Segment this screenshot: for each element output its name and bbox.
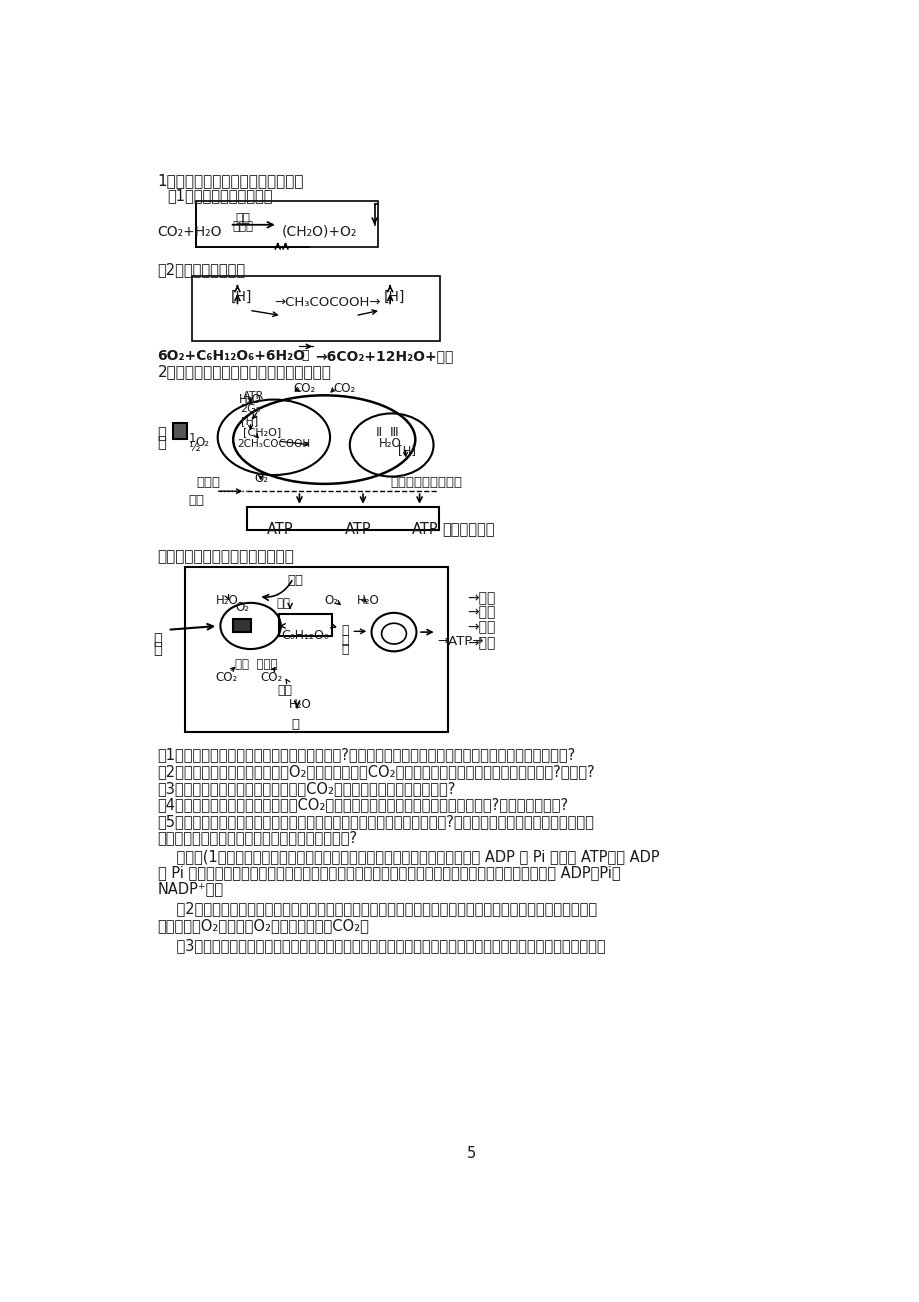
Text: 【例】(1）在叶绿体结构中，在类囊体薄膜上，光能转换成活跃的化学能可将 ADP 和 Pi 转化成 ATP，而 ADP: 【例】(1）在叶绿体结构中，在类囊体薄膜上，光能转换成活跃的化学能可将 ADP … [157,849,659,865]
Text: O₂: O₂ [255,471,268,484]
Bar [196,201,378,247]
Text: 1: 1 [188,432,196,445]
Text: [H]: [H] [231,289,253,303]
Text: →ATP→: →ATP→ [437,635,483,648]
Text: CO₂+H₂O: CO₂+H₂O [157,225,221,238]
Text: H₂O: H₂O [378,436,401,449]
Text: 及将糖类运输到种子中都需要哪种矿质元素的参与?: 及将糖类运输到种子中都需要哪种矿质元素的参与? [157,831,357,845]
Text: →吸收: →吸收 [467,591,495,605]
Text: 线粒体（所有生物）: 线粒体（所有生物） [390,475,461,488]
Text: 热能: 热能 [188,493,204,506]
Text: 酸: 酸 [341,643,348,656]
Text: 2G₃: 2G₃ [240,404,261,414]
Text: 酮: 酮 [341,634,348,647]
Text: O₂: O₂ [323,594,338,607]
Text: 光: 光 [157,426,166,441]
Text: H₂O: H₂O [357,594,380,607]
Text: [H]: [H] [383,289,405,303]
Text: （2）有氧呼吸反应式: （2）有氧呼吸反应式 [157,263,245,277]
Text: 和 Pi 是主要集中在叶绿体基质中的。所以，暗反应为光能转换成活跃的化学能过程主要提供的物质有 ADP、Pi、: 和 Pi 是主要集中在叶绿体基质中的。所以，暗反应为光能转换成活跃的化学能过程主… [157,866,619,880]
Text: Ⅱ: Ⅱ [375,426,381,439]
Text: [CH₂O]: [CH₂O] [243,427,281,437]
Text: ATP: ATP [267,522,293,536]
Text: （1）光合作用总反应式：: （1）光合作用总反应式： [167,189,273,203]
Text: NADP⁺等。: NADP⁺等。 [157,881,223,897]
Text: 脂肪  氨基酸: 脂肪 氨基酸 [235,659,278,672]
Text: （4）在同一细胞中，线粒体产生的CO₂参与光合作用时，一般要穿过几层磷脂分子?若是相邻细胞呢?: （4）在同一细胞中，线粒体产生的CO₂参与光合作用时，一般要穿过几层磷脂分子?若… [157,797,568,812]
Text: （3）夏季中午，植物不吸收也不释放CO₂，此时光合作用速率有何特点?: （3）夏季中午，植物不吸收也不释放CO₂，此时光合作用速率有何特点? [157,781,456,796]
Bar [192,276,440,341]
Text: （2）植物体的呼吸作用是不停地进行的，但在白天，光合作用强度远大于呼吸作用强度，所以从总体上看，: （2）植物体的呼吸作用是不停地进行的，但在白天，光合作用强度远大于呼吸作用强度，… [157,901,596,917]
Text: 1．从反应式上追踪元素的来龙去脉: 1．从反应式上追踪元素的来龙去脉 [157,173,304,189]
Text: 能: 能 [153,642,163,656]
Text: ½: ½ [188,441,199,454]
Text: H₂O: H₂O [216,594,238,607]
Text: →6CO₂+12H₂O+能量: →6CO₂+12H₂O+能量 [314,349,453,363]
Text: 根: 根 [291,719,300,732]
Text: H₂O: H₂O [289,698,312,711]
Text: H₂O: H₂O [239,393,262,406]
Text: 【例】对照下图可分析下列问题：: 【例】对照下图可分析下列问题： [157,549,294,564]
Text: （3）夏季中午，高温、光照强烈时，植物气孔关闭，减少水分的散失；或者在干旱条件下，气孔也关闭，这是: （3）夏季中午，高温、光照强烈时，植物气孔关闭，减少水分的散失；或者在干旱条件下… [157,937,605,953]
Text: →CH₃COCOOH→: →CH₃COCOOH→ [274,296,380,309]
Bar [173,423,187,439]
Text: O₂: O₂ [196,436,210,449]
Text: Ⅲ: Ⅲ [389,426,398,439]
Text: （1）在叶绿体结构中磷酸含量主要集中在哪里?暗反应为光能转换成活跃的化学能过程主要提供哪些物质?: （1）在叶绿体结构中磷酸含量主要集中在哪里?暗反应为光能转换成活跃的化学能过程主… [157,747,575,763]
Text: ATR: ATR [243,391,264,401]
Text: CO₂: CO₂ [216,671,238,684]
Text: (CH₂O)+O₂: (CH₂O)+O₂ [281,225,357,238]
Text: [H]: [H] [240,415,257,426]
Bar [233,618,251,631]
Text: ATP: ATP [412,522,438,536]
Text: →分裂: →分裂 [467,635,495,650]
Text: 淀粉: 淀粉 [276,596,289,609]
Text: （5）水稻、油菜、大豆种子中淀粉、脂肪、蛋白质主要储存在什么结构中?绿色植物通过光合作用合成糖类，以: （5）水稻、油菜、大豆种子中淀粉、脂肪、蛋白质主要储存在什么结构中?绿色植物通过… [157,814,594,829]
Text: 2．从具体过程中寻找物质循环和能量流动: 2．从具体过程中寻找物质循环和能量流动 [157,365,331,379]
Text: 叶绿体: 叶绿体 [196,475,221,488]
Text: →分泌: →分泌 [467,621,495,634]
Bar [279,615,332,635]
Text: 空气: 空气 [288,574,303,587]
Text: C₆H₁₂O₆: C₆H₁₂O₆ [281,629,329,642]
Text: 能: 能 [157,435,166,450]
Text: 植物不消耗O₂，还释放O₂，并消耗大量的CO₂。: 植物不消耗O₂，还释放O₂，并消耗大量的CO₂。 [157,918,369,932]
Text: O₂: O₂ [235,602,249,615]
Text: →合成: →合成 [467,605,495,620]
Text: [H]: [H] [397,444,415,457]
Text: 5: 5 [466,1146,476,1160]
Text: 叶绿体: 叶绿体 [233,220,254,233]
Text: 6O₂+C₆H₁₂O₆+6H₂O: 6O₂+C₆H₁₂O₆+6H₂O [157,349,305,363]
Text: ATP: ATP [345,522,371,536]
Text: CO₂: CO₂ [334,381,356,395]
Text: CO₂: CO₂ [260,671,283,684]
Text: （2）经测定，在白天植物不消耗O₂，却消耗大量的CO₂，这是否意味着植物体不进行呼吸作用吗?为什么?: （2）经测定，在白天植物不消耗O₂，却消耗大量的CO₂，这是否意味着植物体不进行… [157,764,595,779]
Text: 2CH₃COCOOH: 2CH₃COCOOH [237,439,311,449]
Text: CO₂: CO₂ [293,381,315,395]
Text: 光: 光 [153,631,163,647]
Text: 空气: 空气 [278,684,292,697]
Text: 光能: 光能 [235,212,250,225]
Text: 各项生命活动: 各项生命活动 [441,522,494,536]
Bar [185,566,448,732]
Text: 酶: 酶 [301,349,308,362]
Bar [246,506,438,530]
Text: 丙: 丙 [341,625,348,638]
